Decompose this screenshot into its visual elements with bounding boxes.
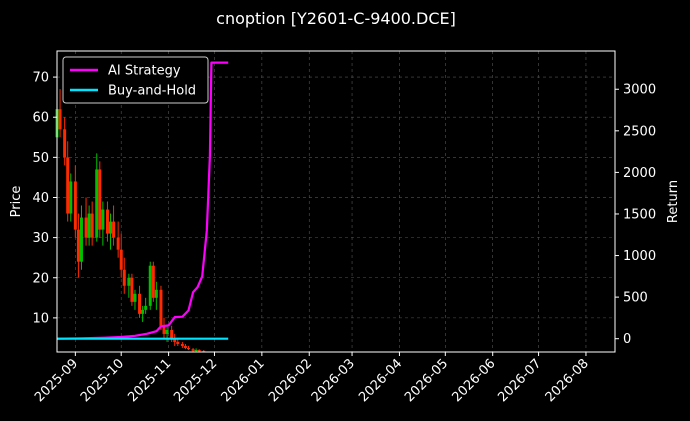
candle-body — [66, 157, 70, 214]
y-right-tick-label: 500 — [623, 291, 648, 306]
y-right-tick-label: 1500 — [623, 207, 656, 222]
y-left-tick-label: 20 — [32, 271, 49, 286]
candle-body — [69, 181, 73, 214]
grid — [57, 51, 615, 352]
candle-body — [95, 169, 99, 238]
candle-body — [176, 341, 180, 344]
candle-body — [180, 343, 184, 346]
legend-label-ai-strategy: AI Strategy — [108, 64, 181, 79]
candle-body — [63, 129, 67, 158]
y-right-tick-label: 2000 — [623, 166, 656, 181]
candle-body — [165, 329, 169, 334]
y-left-tick-label: 30 — [32, 231, 49, 246]
candle-body — [159, 289, 163, 326]
candle-body — [58, 109, 62, 130]
candle-body — [154, 289, 158, 298]
candle-body — [79, 217, 83, 262]
series-line-ai-strategy — [56, 61, 229, 340]
candle-body — [173, 337, 177, 342]
y-axis-label-right: Return — [666, 180, 681, 223]
y-left-tick-label: 10 — [32, 311, 49, 326]
candle-body — [101, 209, 105, 230]
chart-title: cnoption [Y2601-C-9400.DCE] — [216, 9, 456, 28]
y-left-tick-label: 60 — [32, 111, 49, 126]
candle-body — [119, 249, 123, 270]
candle-body — [87, 213, 91, 238]
y-right-tick-label: 1000 — [623, 249, 656, 264]
candle-body — [130, 277, 134, 302]
y-left-tick-label: 40 — [32, 191, 49, 206]
series-lines — [56, 61, 229, 340]
legend-label-buy-and-hold: Buy-and-Hold — [108, 84, 196, 99]
candle-body — [133, 293, 137, 302]
candle-body — [122, 269, 126, 286]
candle-body — [151, 265, 155, 298]
candle-body — [141, 309, 145, 314]
candle-body — [191, 349, 195, 351]
y-axis-label-left: Price — [9, 186, 24, 218]
candle-body — [144, 305, 148, 310]
candle-body — [73, 181, 77, 230]
candle-body — [170, 329, 174, 338]
y-left-tick-label: 50 — [32, 151, 49, 166]
y-left-tick-label: 70 — [32, 71, 49, 86]
candle-body — [90, 213, 94, 238]
candle-body — [186, 347, 190, 350]
candle-body — [162, 325, 166, 334]
candle-body — [183, 345, 187, 348]
candle-body — [105, 209, 109, 234]
legend: AI Strategy Buy-and-Hold — [62, 56, 209, 104]
candle-body — [112, 221, 116, 238]
candle-body — [197, 349, 201, 352]
legend-box — [62, 56, 209, 104]
candle-body — [76, 229, 80, 262]
candle-body — [127, 277, 131, 286]
plot-frame — [56, 50, 616, 353]
candle-body — [116, 237, 120, 250]
y-right-tick-label: 3000 — [623, 83, 656, 98]
candle-body — [98, 169, 102, 230]
candle-body — [148, 265, 152, 306]
y-right-tick-label: 2500 — [623, 124, 656, 139]
candle-body — [84, 217, 88, 238]
candle-body — [138, 293, 142, 314]
candle-body — [109, 221, 113, 234]
y-right-tick-label: 0 — [623, 332, 631, 347]
candle-body — [194, 349, 198, 351]
